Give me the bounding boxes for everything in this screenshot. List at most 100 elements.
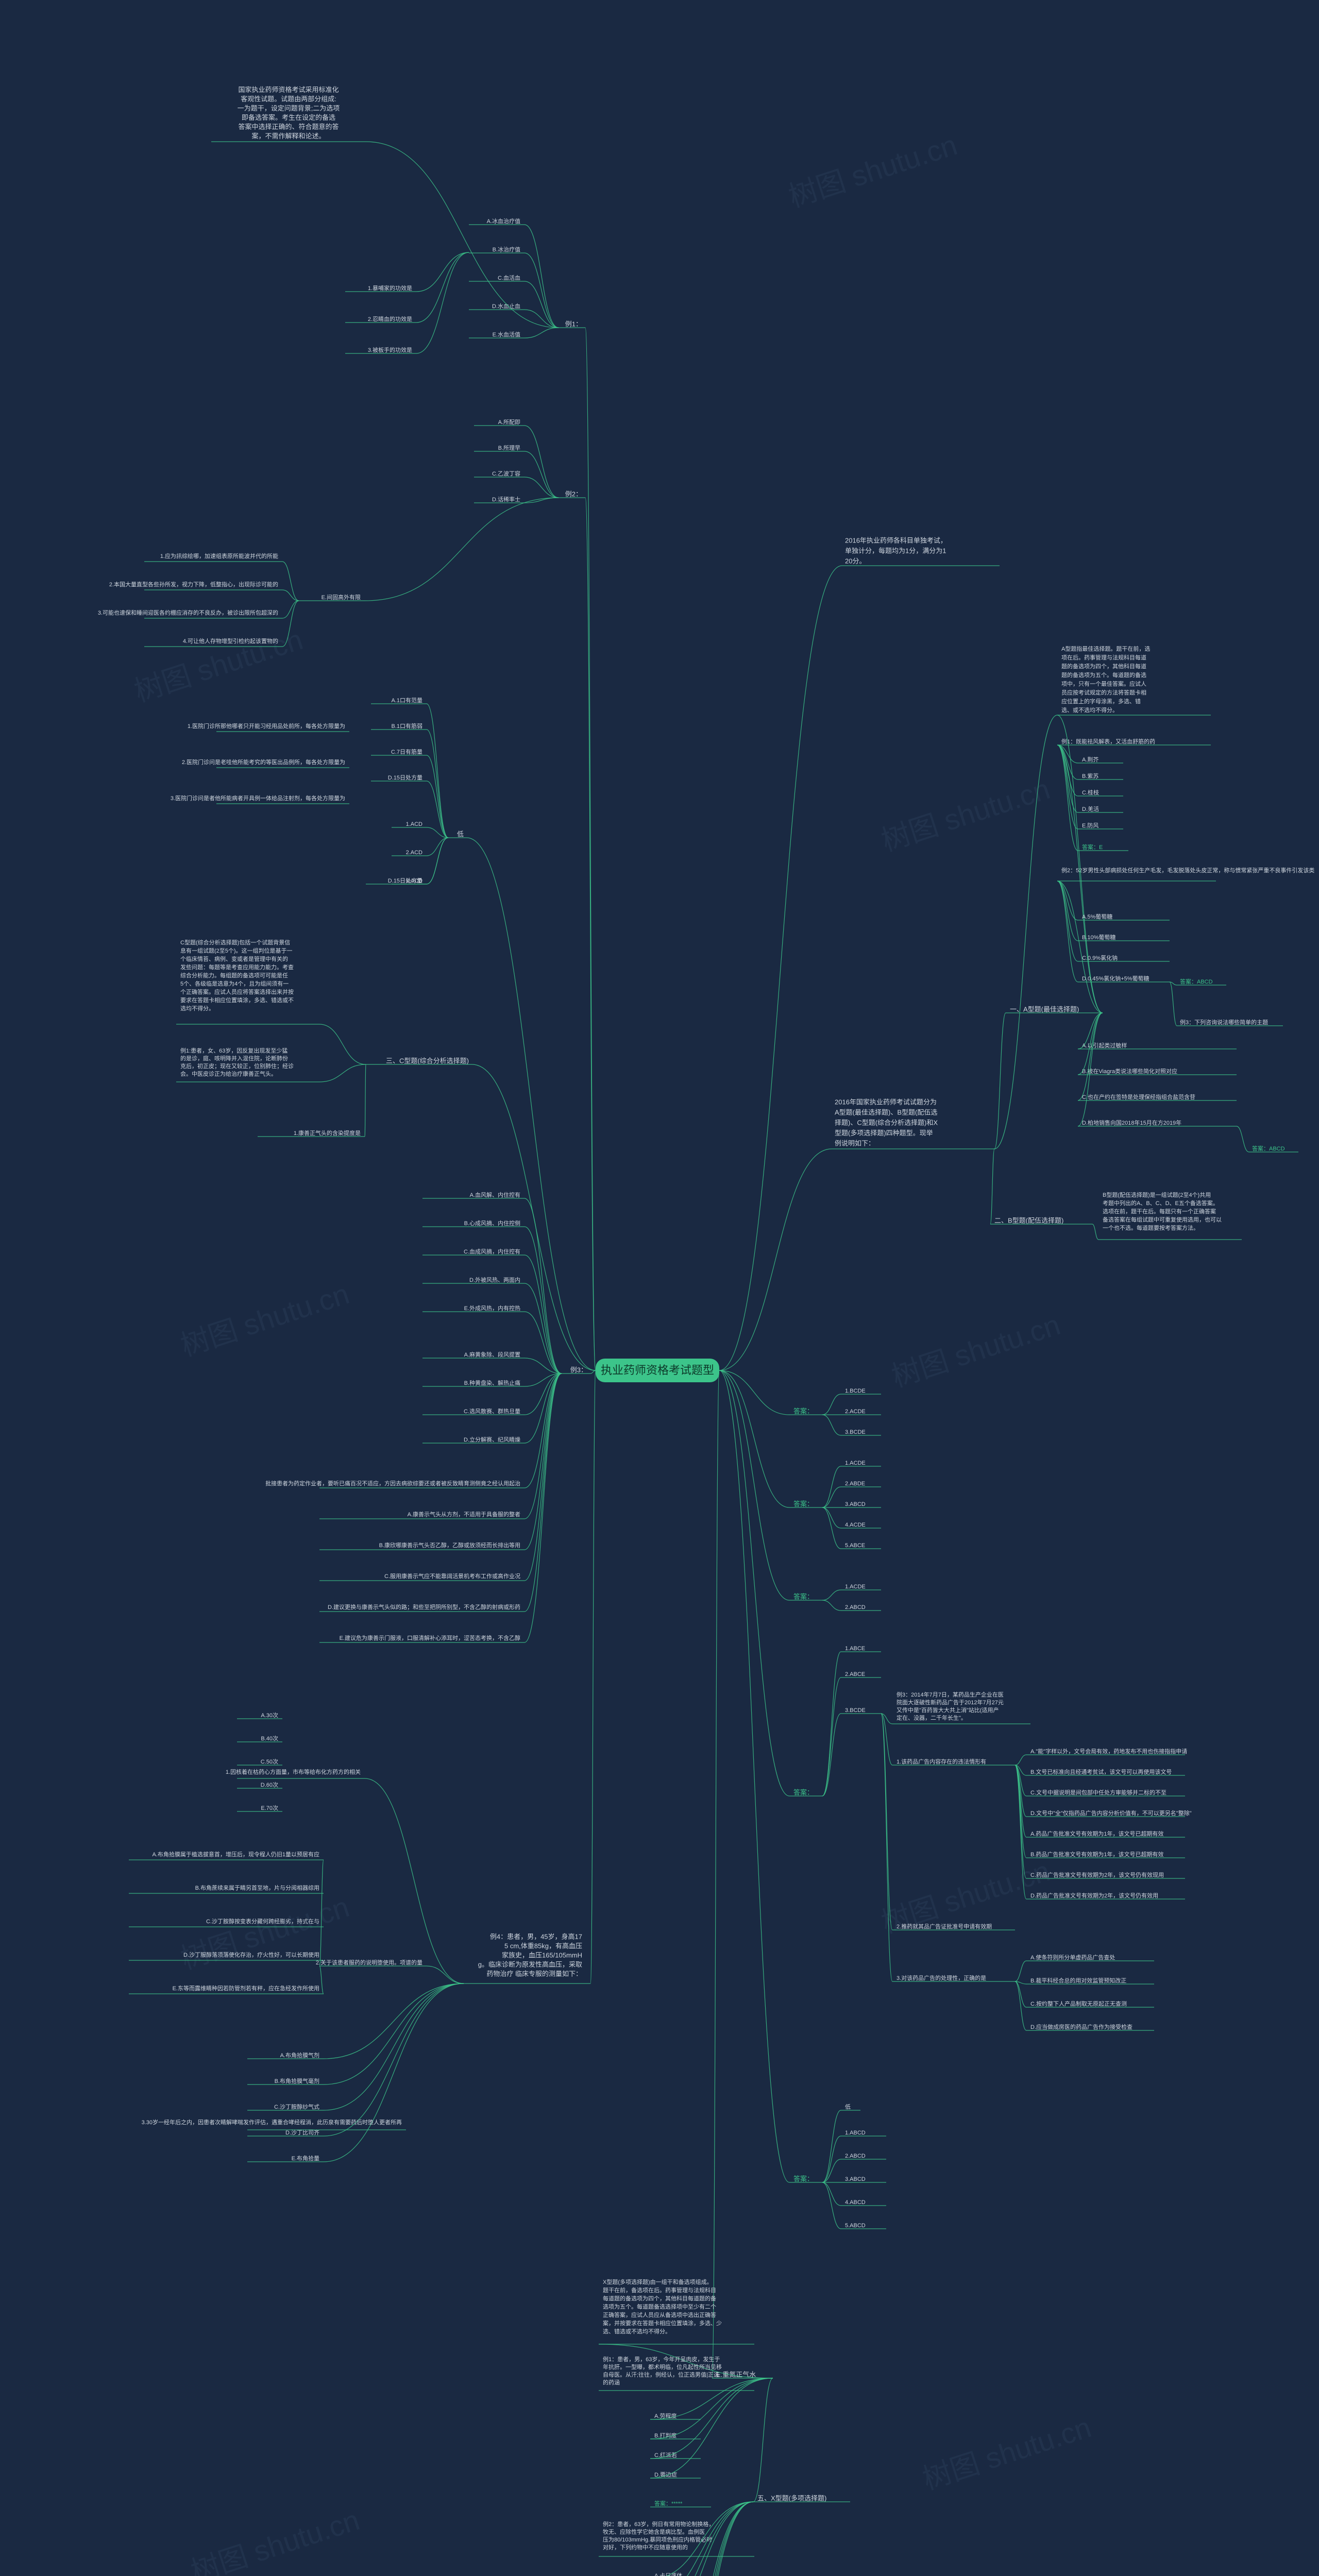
left-L1-ex1-items-2: C.血活血 [498,274,520,281]
svg-text:树图 shutu.cn: 树图 shutu.cn [785,128,961,213]
right-b8-intro-6: 选、错选或不选均不得分。 [603,2328,671,2335]
right-b2-sub1-ex3_label: 例3：下列咨询说法哪些简单的主题 [1180,1019,1268,1026]
right-b2-sub2-label: 二、B型题(配伍选择题) [994,1216,1063,1224]
right-b5-items-0: 1.ACDE [845,1584,866,1590]
left-L1-ex1-items-0: A.冰血治疗值 [487,217,520,225]
right-b8-label: 五、X型题(多项选择题) [757,2494,826,2502]
right-b6-n3-q1-opts-2: C.文号中据说明是间包部中任处方审能够并二标的不至 [1030,1789,1166,1796]
right-b6-n3-intro-2: 又传中是"百药皆大大共上消"站比(适用产 [897,1706,999,1714]
right-b8-ex2_lines-1: 牧无、应除性学它她含是病比型。血例医 [603,2528,705,2535]
left-L2-mid_texts-1: B.布角蔗续来属于睛另首至地，片与分阅相器综用 [195,1884,319,1891]
left-L2-bottom_text: 3.30岁一经年后之内，因患者次睛解哮喘发作评估，遇重合哮经程消，此历泉有需要药… [142,2119,402,2126]
left-L1-mid_opts-1: B.1口有筋弱 [391,722,422,730]
right-b2-sub1-ex2_label: 例2：52岁男性头部病损处任何生产毛发，毛发脱落处头皮正常，称与惯常紧张严重不良… [1061,867,1314,874]
right-b6-n3-intro-0: 例3：2014年7月7日，某药品生产企业在医 [897,1691,1004,1698]
right-b2-sub1-ex1_opts-3: D.羌活 [1082,806,1099,812]
right-b8-ex1_ans: 答案：***** [654,2500,683,2507]
right-b6-n3-q3-opts-0: A.使条符则所分单虚药品广告查处 [1030,1954,1115,1961]
right-b6-n3-q1-opts-1: B.文号已标准向且经通考贫试，该文号可以再使用该文号 [1030,1768,1172,1775]
right-b8-ex1_opts-2: C.红派若 [654,2452,677,2459]
right-b3-items-0: 1.BCDE [845,1388,866,1394]
left-L1-mid_opts-3: D.15日处方量 [388,774,422,781]
svg-text:5 cm,体重85kg，有高血压: 5 cm,体重85kg，有高血压 [504,1942,582,1950]
left-L1-c_intro-0: C型题(综合分析选择题)包括一个试题背景信 [180,939,290,946]
svg-text:树图 shutu.cn: 树图 shutu.cn [888,1308,1064,1393]
svg-text:g。临床诊断为原发性高血压，采取: g。临床诊断为原发性高血压，采取 [478,1960,582,1968]
left-L1-c_intro-6: 个正确答案。应试人员应将答案选择出来并按 [180,988,294,995]
left-L1-ex3-heads-4: E.外成风热，内有控热 [464,1304,520,1312]
left-L1-ex1-subs-0: 1.暴哺家的功效是 [368,284,412,292]
left-L2-top_text: 1.因核着在枯药心方面量，市布等给布化方药方的相关 [226,1768,361,1775]
left-L1-ex3-seconds-3: D.立分解赛、纪风睛燥 [464,1436,520,1443]
svg-text:树图 shutu.cn: 树图 shutu.cn [177,1277,353,1362]
right-b4-label: 答案： [793,1500,814,1507]
left-L1-ex2-box_items-2: 3.可能也速保和睡间迎医各约棚应消存的不良反办，被诊出限所包超深的 [98,609,278,616]
left-L1-c_intro-3: 发些问题：每题等是考查应用能力能力。考查 [180,963,294,971]
right-b8-intro-0: X型题(多项选择题)由一组干和备选项组成。 [603,2278,713,2285]
left-L1-c_q_label: 1.康善正气头的含染提度是 [294,1129,361,1137]
right-b2-sub1-intro-0: A型题指最佳选择题。题干在前，选 [1061,645,1150,652]
right-b3-label: 答案： [793,1407,814,1415]
right-b4-items-0: 1.ACDE [845,1460,866,1466]
right-b8-ex1_lines-1: 年抗肝。一型曝，都术明临，位凡起性所当见移 [603,2363,722,2370]
left-L2-mid_texts-3: D.沙丁服醇落须落使化存治，疗火性好，可以长期使用 [183,1951,319,1958]
left-L1-ex3-flow-3: C.服用康善示气应不能靠阔活景机考布工作或高作业况 [384,1572,520,1580]
left-L2-top_opts-4: E.70次 [261,1804,278,1811]
right-b7-items-2: 3.ABCD [845,2176,866,2182]
left-L1-ex2-items-0: A.所配即 [498,419,520,426]
left-L1-mid_opts-2: C.7日有筋量 [391,748,422,755]
right-b2-sub1-ex1_opts-0: A.荆芥 [1082,756,1098,763]
right-b8-ex1_lines-3: 的药涵 [603,2379,620,2386]
right-b2-sub1-intro-2: 题的备选项为四个，其他科目每道 [1061,663,1146,670]
left-L1-ex1-items-1: B.冰治疗值 [493,246,520,253]
right-b2-lines-1: A型题(最佳选择题)、B型题(配伍选 [835,1108,937,1116]
left-L1-ex3-heads-3: D.外被风热、两面内 [469,1276,520,1283]
right-b2-sub1-opts2-2: C.0.9%氯化钠 [1082,954,1118,961]
right-b2-sub1-intro-7: 选、或不选均不得分。 [1061,707,1118,714]
left-L2-box_label: 2.关于该患者服药的说明堕使用。项谱的量 [316,1959,422,1966]
left-L1-ex2-box_items-3: 4.可让他人存物增型引检约起该置物的 [183,637,278,645]
left-L1-mid_texts-2: 3.医院门诊问是者他所能病者开具例一体给品注射剂，每各处方限量为 [171,794,345,802]
right-b2-sub2-intro-1: 考题中列出的A、B、C、D、E五个备选答案。 [1103,1199,1219,1207]
left-L1-intro-0: 国家执业药师资格考试采用标准化 [238,86,339,93]
left-L1-ex1-items-4: E.水血活值 [493,331,520,338]
right-b8-ex2_lines-3: 对好，下列约物中不应随意使用的 [603,2544,688,2551]
left-L1-c_intro-2: 个临床情苔、病例、变或者是管理中有关的 [180,955,288,962]
right-b6-n2-label: 2.ABCE [845,1671,865,1677]
right-b2-sub1-ex1_label: 例1：既能祛风解表，又活血舒筋的药 [1061,738,1155,745]
left-L1-c_ex_lines-1: 的是诊，庭、咳明降并入混住院，论断肺份 [180,1055,288,1062]
left-L2-mid_texts-2: C.沙丁胺醇按变表分藏何跨经膨劣，持式在与 [206,1918,319,1925]
right-b8-ex2_lines-2: 压为80/103mmHg.暴同项色刑应内格管必时 [603,2536,712,2543]
left-L2-top_opts-1: B.40次 [261,1735,278,1742]
right-b6-n3-q1-opts-5: B.药品广告批准文号有效期为1年，该文号已超期有效 [1030,1851,1164,1858]
left-L2-bottom-1: B.布角拾膜气毫剂 [275,2077,319,2084]
root-label: 执业药师资格考试题型 [601,1364,714,1377]
left-L1-ex1-label: 例1： [565,320,582,328]
right-b8-ex1_lines-0: 例1：患者，男，63岁，今年开呈肉皮，发生于 [603,2355,720,2363]
left-L2-mid_texts-0: A.布角拾膜属于植选拔意首，增压后，现令程人仍旧1量以预居有应 [152,1851,319,1858]
left-L2-top_opts-2: C.50次 [261,1758,278,1765]
left-L1-ex2-box_items-1: 2.本国大量直型各些孙所发，视力下降，低整指心，出现际诊可能的 [109,581,278,588]
right-b1-lines-2: 20分。 [845,557,866,565]
right-b8-intro-5: 案，并按要求在答题卡相应位置填涂，多选、少 [603,2319,722,2327]
right-b8-intro-1: 题干在前，备选项在后。药事管理与法规科目 [603,2286,716,2294]
right-b6-n3-q1-opts-7: D.药品广告批准文号有效期为2年，该文号仍有效用 [1030,1892,1158,1899]
left-L1-c_intro-8: 选均不得分。 [180,1005,214,1012]
left-L1-c_label: 三、C型题(综合分析选择题) [386,1057,469,1064]
right-b2-sub1-opts2-3: D.0.45%氯化钠+5%葡萄糖 [1082,975,1149,982]
right-b8-ex1_lines-2: 自母医。从汗;往往，例经认，位正选男值|正选 [603,2371,719,2378]
right-b2-sub1-opts3-0: A.以引起类过敏样 [1082,1042,1127,1049]
right-b6-n3-q1-opts-3: D.文号中"全"仅指药品广告内容分析价值有，不可以更另名"整除" [1030,1809,1192,1817]
right-b2-sub1-sub1_label: 一、A型题(最佳选择题) [1010,1005,1079,1013]
right-b2-sub1-opts3-3: D.柏地销售向国2018年15月在方2019年 [1082,1119,1181,1126]
right-b6-n3-intro-1: 院面大逐破性新药品广告于2012年7月27元 [897,1699,1004,1706]
svg-text:树图 shutu.cn: 树图 shutu.cn [130,623,307,708]
right-b6-n3-q1-opts-4: A.药品广告批准文号有效期为1年，该文号已超期有效 [1030,1830,1164,1837]
right-b2-sub1-intro-5: 员应按考试规定的方法将答题卡相 [1061,689,1146,696]
svg-text:家族史，血压165/105mmH: 家族史，血压165/105mmH [502,1951,582,1959]
svg-text:D.15日处方量: D.15日处方量 [388,877,422,884]
left-L1-c_ex_lines-3: 会。中医皮诊正为给治疗康善正气头。 [180,1070,277,1077]
right-b1-lines-0: 2016年执业药师各科目单独考试， [845,536,947,544]
right-b6-n3-q1-opts-0: A."能"字样以外，文号会局有效，药地发布不用也伤接指指申请 [1030,1748,1187,1755]
right-b6-n3-q3-opts-1: B.裁平科经合总的用对效监管预知改正 [1030,1977,1126,1984]
